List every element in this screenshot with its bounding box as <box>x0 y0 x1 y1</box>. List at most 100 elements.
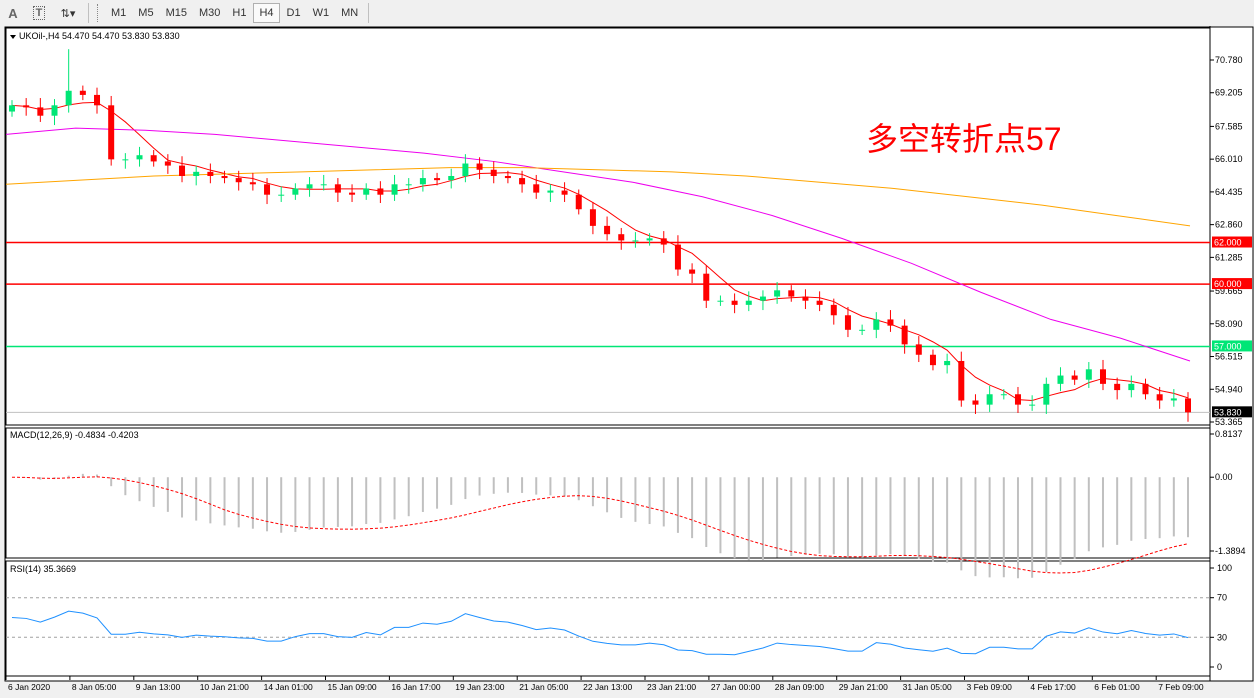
candle-body <box>703 273 710 301</box>
candle-body <box>802 296 809 301</box>
timeframe-w1[interactable]: W1 <box>312 7 330 19</box>
chart-header: UKOil-,H4 54.470 54.470 53.830 53.830 <box>19 31 180 41</box>
candle-body <box>264 184 271 195</box>
time-tick-label: 6 Jan 2020 <box>8 682 50 692</box>
candle-body <box>1014 394 1021 405</box>
candle-body <box>193 171 200 176</box>
toolbar: A T ⇅▾ M1 M5 M15 M30 H1 H4 D1 W1 MN <box>0 0 1254 27</box>
timeframe-m1[interactable]: M1 <box>111 7 127 19</box>
candle-body <box>448 175 455 181</box>
candle-body <box>1043 383 1050 405</box>
candle-body <box>405 184 412 186</box>
time-tick-label: 3 Feb 09:00 <box>967 682 1013 692</box>
toolbar-grip[interactable] <box>97 4 101 22</box>
timeframe-mn[interactable]: MN <box>341 7 359 19</box>
toolbar-separator <box>88 3 89 23</box>
rsi-panel[interactable] <box>5 560 1211 677</box>
candle-body <box>23 105 30 108</box>
price-tick-label: 56.515 <box>1215 352 1243 362</box>
candle-body <box>1057 375 1064 384</box>
candle-body <box>717 300 724 302</box>
candle-body <box>377 188 384 195</box>
macd-header: MACD(12,26,9) -0.4834 -0.4203 <box>10 430 139 440</box>
time-tick-label: 9 Jan 13:00 <box>136 682 181 692</box>
macd-tick-label: 0.00 <box>1215 472 1233 482</box>
text-label-icon[interactable]: A <box>8 5 18 21</box>
timeframe-d1[interactable]: D1 <box>286 7 301 19</box>
candle-body <box>334 184 341 193</box>
candle-body <box>1128 383 1135 391</box>
time-tick-label: 29 Jan 21:00 <box>839 682 888 692</box>
candle-body <box>94 94 101 106</box>
candle-body <box>292 188 299 195</box>
time-tick-label: 23 Jan 21:00 <box>647 682 696 692</box>
rsi-tick-label: 100 <box>1217 563 1232 573</box>
time-tick-label: 4 Feb 17:00 <box>1030 682 1076 692</box>
candle-body <box>349 192 356 195</box>
candle-body <box>490 169 497 176</box>
candle-body <box>604 225 611 235</box>
candle-body <box>504 175 511 179</box>
candle-body <box>1156 394 1163 401</box>
moving-average-0 <box>11 101 1189 401</box>
price-tick-label: 67.585 <box>1215 121 1243 131</box>
candle-body <box>944 360 951 366</box>
price-tick-label: 69.205 <box>1215 88 1243 98</box>
candle-body <box>901 325 908 345</box>
time-tick-label: 21 Jan 05:00 <box>519 682 568 692</box>
candle-body <box>79 90 86 95</box>
timeframe-m15[interactable]: M15 <box>165 7 187 19</box>
candle-body <box>9 105 15 112</box>
level-price-tag <box>1212 278 1252 290</box>
timeframe-h1[interactable]: H1 <box>232 7 247 19</box>
time-tick-label: 27 Jan 00:00 <box>711 682 760 692</box>
time-tick-label: 19 Jan 23:00 <box>455 682 504 692</box>
timeframe-m30[interactable]: M30 <box>198 7 221 19</box>
chart-annotation: 多空转折点57 <box>866 121 1062 157</box>
candle-body <box>1085 369 1092 380</box>
arrows-dropdown-icon[interactable]: ⇅▾ <box>60 7 76 20</box>
current-price-label: 53.830 <box>1214 407 1242 417</box>
rsi-line <box>11 610 1189 656</box>
moving-average-2 <box>5 167 1191 227</box>
price-tick-label: 62.860 <box>1215 220 1243 230</box>
candle-body <box>844 315 851 330</box>
candle-body <box>986 394 993 405</box>
candle-body <box>179 165 186 176</box>
price-tick-label: 70.780 <box>1215 55 1243 65</box>
candle-body <box>887 319 894 326</box>
candle-body <box>164 161 171 166</box>
candle-body <box>632 240 639 242</box>
candle-body <box>1071 375 1078 380</box>
price-tick-label: 59.665 <box>1215 286 1243 296</box>
candle-body <box>476 163 483 170</box>
candle-body <box>830 304 837 316</box>
candle-body <box>1170 398 1177 401</box>
time-tick-label: 22 Jan 13:00 <box>583 682 632 692</box>
candle-body <box>249 182 256 185</box>
timeframe-m5[interactable]: M5 <box>138 7 154 19</box>
price-tick-label: 58.090 <box>1215 319 1243 329</box>
text-box-icon[interactable]: T <box>27 3 51 23</box>
candle-body <box>1185 398 1191 413</box>
collapse-triangle-icon[interactable] <box>10 35 16 39</box>
time-tick-label: 31 Jan 05:00 <box>903 682 952 692</box>
candle-body <box>774 290 781 297</box>
candle-body <box>589 209 596 226</box>
macd-tick-label: -1.3894 <box>1215 546 1246 556</box>
level-price-label: 57.000 <box>1214 341 1242 351</box>
chart-window[interactable]: 70.780 69.205 67.585 66.010 64.435 62.860 61.2… <box>0 26 1254 698</box>
level-price-label: 62.000 <box>1214 238 1242 248</box>
candle-body <box>136 155 143 160</box>
candle-body <box>788 290 795 297</box>
candle-body <box>689 269 696 274</box>
candle-body <box>731 300 738 305</box>
time-tick-label: 16 Jan 17:00 <box>391 682 440 692</box>
candle-body <box>816 300 823 305</box>
current-price-tag <box>1212 406 1252 418</box>
time-tick-label: 15 Jan 09:00 <box>328 682 377 692</box>
candle-body <box>561 190 568 195</box>
price-tick-label: 54.940 <box>1215 384 1243 394</box>
timeframe-h4[interactable]: H4 <box>253 3 280 23</box>
time-tick-label: 7 Feb 09:00 <box>1158 682 1204 692</box>
